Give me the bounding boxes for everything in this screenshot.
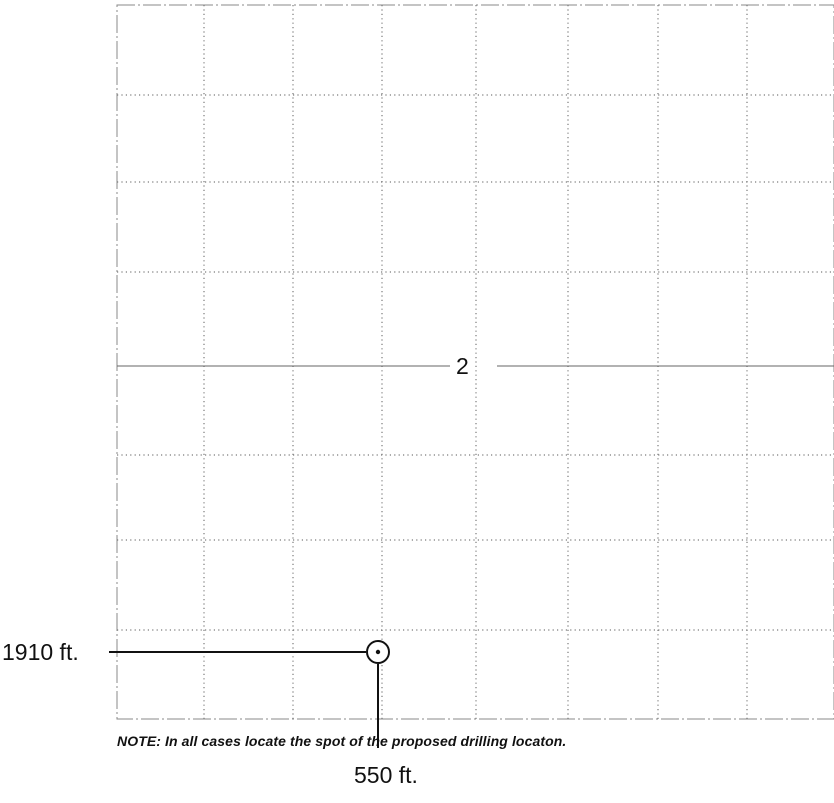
grid-horizontal-lines [117,94,834,631]
section-number-label: 2 [456,353,469,379]
ns-distance-label: 1910 ft. [2,639,79,665]
drilling-location-note: NOTE: In all cases locate the spot of th… [117,733,567,749]
well-location-circle-icon [366,640,390,664]
grid-vertical-lines [203,5,748,719]
ew-distance-label: 550 ft. [354,762,418,788]
